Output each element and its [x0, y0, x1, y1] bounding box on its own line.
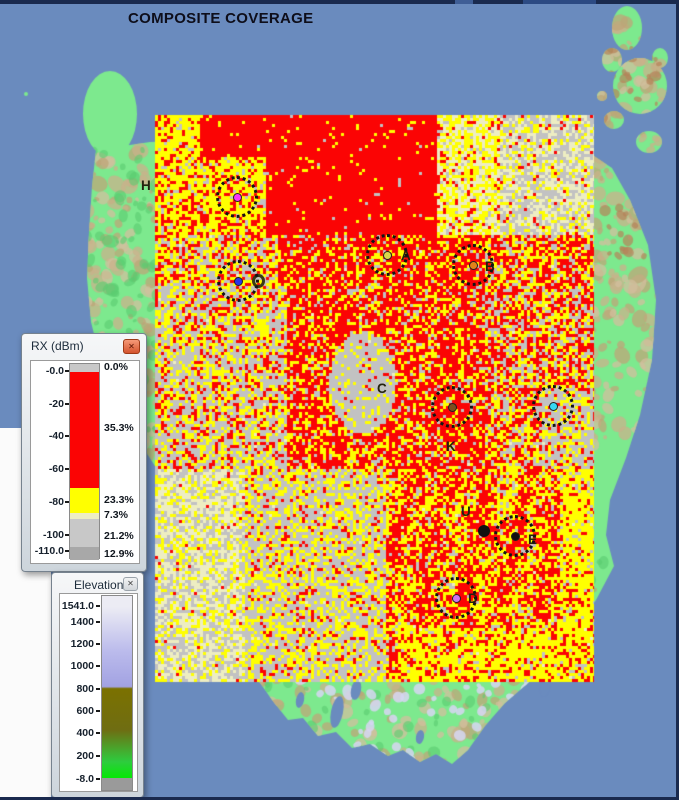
elevation-tick-mark [96, 778, 100, 780]
transmitter-site-marker[interactable] [532, 385, 574, 427]
elevation-tick-label: 1400 [70, 615, 94, 628]
map-site-letter: C [377, 381, 387, 396]
rx-band [70, 488, 99, 513]
site-dot [448, 403, 457, 412]
window-top-edge [0, 0, 679, 4]
elevation-color-scale [101, 595, 133, 791]
site-dot [452, 594, 461, 603]
close-icon[interactable]: ✕ [123, 577, 138, 591]
rx-tick-mark [65, 533, 69, 536]
elevation-tick-mark [96, 665, 100, 668]
rx-tick-mark [65, 468, 69, 471]
elevation-tick-mark [96, 605, 100, 607]
transmitter-site-marker[interactable] [494, 515, 536, 557]
elevation-tick-label: 1541.0 [61, 600, 94, 612]
transmitter-site-marker[interactable] [431, 386, 473, 428]
elevation-tick-label: 200 [76, 749, 94, 762]
transmitter-site-marker[interactable] [452, 244, 494, 286]
rx-legend-window[interactable]: RX (dBm) ✕ 0.0% 35.3% 23.3% 7.3% 21.2% 12.9% -… [21, 333, 147, 572]
elevation-tick-mark [96, 643, 100, 646]
transmitter-site-marker[interactable] [435, 577, 477, 619]
window-bottom-edge [0, 797, 679, 800]
rx-tick-label: -110.0 [34, 545, 64, 557]
elevation-tick-mark [96, 754, 100, 757]
elevation-tick-mark [96, 620, 100, 623]
rx-band-percent: 21.2% [104, 530, 134, 543]
rx-band-percent: 35.3% [104, 422, 134, 435]
elevation-tick-mark [96, 732, 100, 735]
close-icon[interactable]: ✕ [123, 339, 140, 354]
elevation-legend-content: 1541.0 1400 1200 1000 800 600 400 200 -8.0 [59, 593, 138, 792]
rx-tick-label: -100 [42, 528, 64, 541]
elevation-tick-label: 600 [76, 705, 94, 718]
rx-tick-mark [65, 402, 69, 405]
rx-tick-label: -20 [48, 397, 64, 410]
rx-legend-title: RX (dBm) [31, 339, 84, 353]
transmitter-site-marker[interactable] [217, 260, 259, 302]
rx-color-scale [69, 363, 100, 560]
rx-tick-mark [65, 550, 69, 552]
elevation-tick-label: 400 [76, 727, 94, 740]
window-right-edge [676, 0, 679, 800]
rx-band [70, 512, 99, 520]
elevation-tick-label: 1000 [70, 660, 94, 673]
elevation-legend-title: Elevation [74, 578, 124, 592]
rx-band-percent: 0.0% [104, 361, 128, 373]
rx-band [70, 372, 99, 489]
map-site-letter: H [141, 178, 151, 193]
elevation-tick-label: 1200 [70, 638, 94, 651]
elevation-tick-mark [96, 687, 100, 690]
rx-tick-mark [65, 500, 69, 503]
rx-tick-label: -80 [48, 495, 64, 508]
rx-band [70, 547, 99, 560]
elevation-legend-window[interactable]: Elevation ✕ 1541.0 1400 1200 1000 800 600 400 2… [51, 572, 144, 798]
rx-tick-mark [65, 435, 69, 438]
map-site-letter: U [461, 504, 471, 519]
site-dot [549, 402, 558, 411]
rx-band [70, 364, 99, 372]
map-site-letter: K [446, 439, 456, 454]
rx-band-percent: 7.3% [104, 509, 128, 521]
transmitter-site-dot[interactable] [478, 525, 490, 537]
site-dot [233, 193, 242, 202]
site-dot [469, 261, 478, 270]
rx-tick-label: -40 [48, 430, 64, 443]
rx-tick-label: -60 [48, 463, 64, 476]
site-dot [511, 532, 520, 541]
page-title: COMPOSITE COVERAGE [128, 10, 314, 27]
rx-band-percent: 23.3% [104, 494, 134, 507]
rx-tick-mark [65, 370, 69, 372]
rx-band-percent: 12.9% [104, 548, 134, 561]
elevation-tick-label: -8.0 [75, 773, 94, 785]
rx-tick-label: -0.0 [45, 365, 64, 377]
site-dot [383, 251, 392, 260]
transmitter-site-marker[interactable] [366, 234, 408, 276]
elevation-tick-mark [96, 710, 100, 713]
rx-band [70, 519, 99, 548]
rx-legend-content: 0.0% 35.3% 23.3% 7.3% 21.2% 12.9% -0.0 -20 -40 -6… [30, 360, 140, 564]
window-top-edge-segment [455, 0, 473, 4]
site-dot [234, 277, 243, 286]
window-top-edge-segment [523, 0, 596, 4]
elevation-tick-label: 800 [76, 682, 94, 695]
transmitter-site-marker[interactable] [216, 176, 258, 218]
